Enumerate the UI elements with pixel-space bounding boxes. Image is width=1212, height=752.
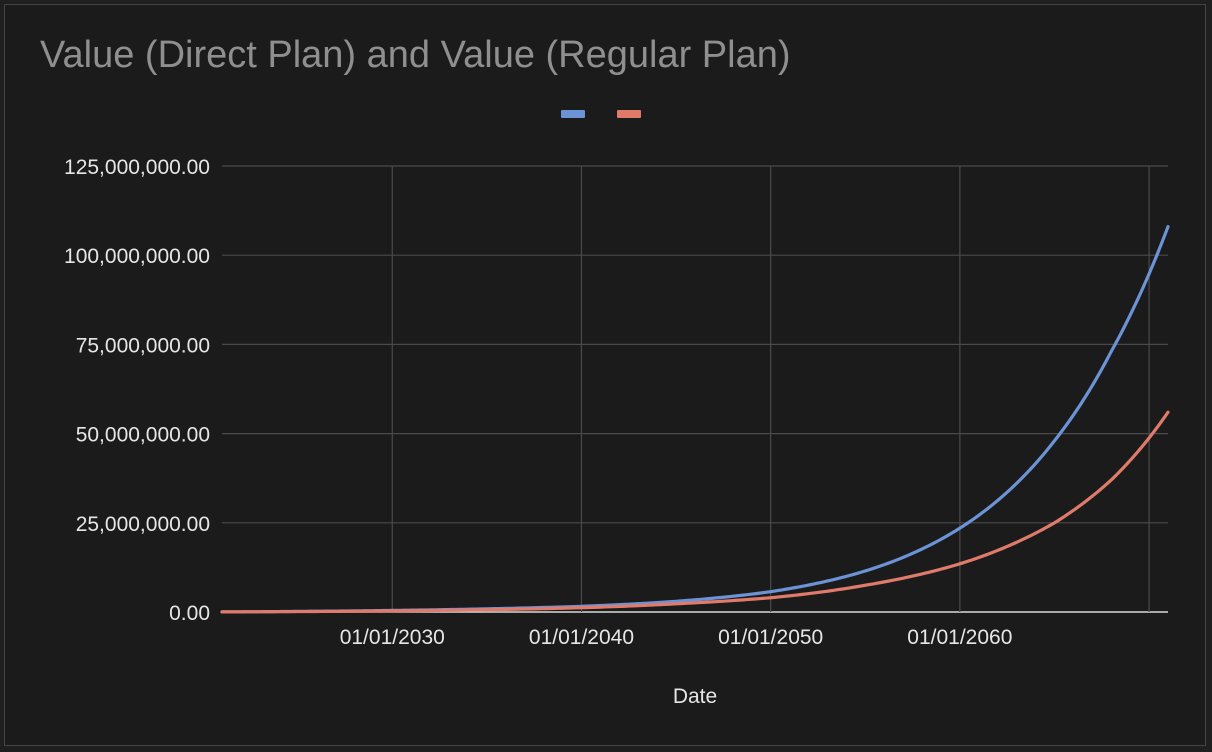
series-line-2[interactable] [220,410,1170,614]
chart-frame [4,4,1206,746]
series-lines [220,225,1170,614]
y-tick-label-1: 25,000,000.00 [76,513,210,536]
y-tick-label-2: 50,000,000.00 [76,424,210,447]
series-line-1[interactable] [220,225,1170,614]
y-tick-label-0: 0.00 [169,602,210,625]
y-tick-label-3: 75,000,000.00 [76,334,210,357]
x-tick-label-3: 01/01/2060 [907,626,1012,649]
x-tick-label-1: 01/01/2040 [529,626,634,649]
x-axis-ticks: 01/01/2030 01/01/2040 01/01/2050 01/01/2060 [340,626,1013,649]
chart-title: Value (Direct Plan) and Value (Regular P… [40,34,791,76]
gridlines [222,165,1168,613]
x-tick-label-2: 01/01/2050 [718,626,823,649]
legend-swatch-series-1[interactable] [561,110,585,118]
legend-swatch-series-2[interactable] [617,110,641,118]
y-axis-ticks: 0.00 25,000,000.00 50,000,000.00 75,000,000… [64,156,210,625]
x-tick-label-0: 01/01/2030 [340,626,445,649]
x-axis-title: Date [673,685,717,708]
y-tick-label-5: 125,000,000.00 [64,156,210,179]
y-tick-label-4: 100,000,000.00 [64,245,210,268]
